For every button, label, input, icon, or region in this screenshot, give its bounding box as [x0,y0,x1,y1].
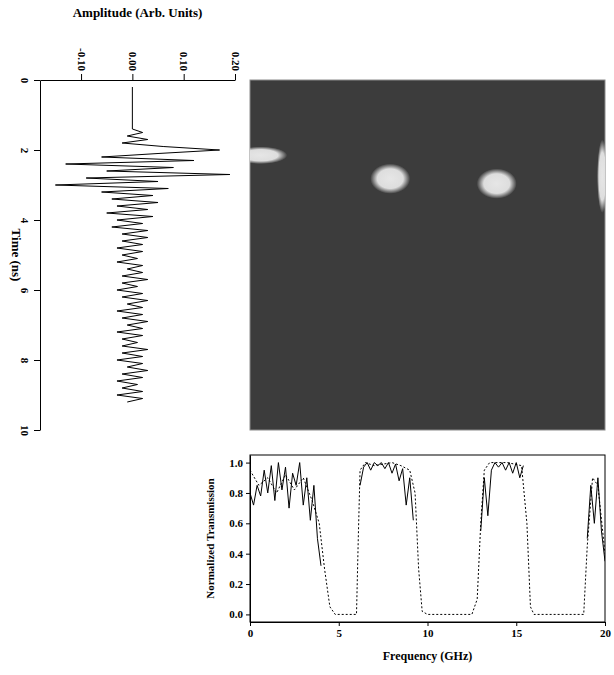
amplitude-axis-line [41,80,236,81]
map-background [250,80,605,430]
time-tick: 4 [19,218,40,224]
transmission-tick-label: 1.0 [229,457,243,469]
transmission-tick: 0.2 [229,578,250,590]
amplitude-axis-title: Amplitude (Arb. Units) [73,5,203,20]
spectrum-panel: 0 5 10 15 20 0.0 0.2 0.4 0.6 0.8 1.0 Frequency (GHz… [204,455,612,663]
transmission-tick-label: 0.6 [229,517,243,529]
time-tick-label: 10 [19,425,31,437]
transmission-tick: 1.0 [229,457,250,469]
frequency-tick: 0 [248,622,254,639]
amplitude-tick: 0.20 [230,52,242,80]
time-tick-mark [34,290,40,291]
transmission-axis-line [250,456,251,623]
amplitude-tick-label: -0.10 [76,48,88,71]
map-spot [597,140,605,214]
time-tick: 0 [19,78,40,84]
time-tick-mark [34,80,40,81]
frequency-tick-label: 0 [248,627,254,639]
time-tick-label: 8 [19,358,31,364]
time-tick-mark [34,360,40,361]
frequency-tick-mark [250,622,251,626]
frequency-tick-label: 15 [511,627,523,639]
map-panel [234,80,608,430]
map-spot [250,147,287,165]
figure: -0.100.000.100.200246810Amplitude (Arb. … [0,0,614,675]
amplitude-tick-mark [184,74,185,80]
transmission-tick: 0.4 [229,548,250,560]
frequency-tick: 10 [423,622,435,639]
spectrum-marks [250,463,605,615]
amplitude-tick-mark [235,74,236,80]
transmission-tick-label: 0.2 [229,578,243,590]
trace-line [55,87,229,402]
time-tick-mark [34,220,40,221]
transmission-tick: 0.0 [229,608,250,620]
transmission-tick-mark [246,463,250,464]
frequency-tick-mark [605,622,606,626]
amplitude-tick-label: 0.20 [230,52,242,72]
transmission-tick-mark [246,523,250,524]
frequency-tick-label: 5 [337,627,343,639]
chart-canvas: -0.100.000.100.200246810Amplitude (Arb. … [0,0,614,675]
frequency-axis-title: Frequency (GHz) [383,649,472,663]
transmission-tick-mark [246,493,250,494]
frequency-tick-label: 20 [600,627,612,639]
time-axis-line [40,81,41,431]
frequency-tick-mark [516,622,517,626]
time-tick-label: 0 [19,78,31,84]
frequency-tick-label: 10 [423,627,435,639]
time-tick: 6 [19,288,40,294]
frequency-tick: 15 [511,622,523,639]
transmission-tick-mark [246,554,250,555]
transmission-tick-label: 0.0 [229,608,243,620]
frequency-tick-mark [339,622,340,626]
frequency-tick: 5 [337,622,343,639]
transmission-tick-mark [246,584,250,585]
time-tick: 10 [19,425,40,437]
trace-panel: -0.10 0.00 0.10 0.20 0 2 4 6 8 10 Amplitude (Arb. … [9,5,242,437]
time-tick: 8 [19,358,40,364]
transmission-axis-title: Normalized Transmission [204,478,216,598]
amplitude-tick-mark [81,74,82,80]
amplitude-tick-label: 0.10 [178,52,190,72]
time-tick-label: 4 [19,218,31,224]
transmission-tick: 0.6 [229,517,250,529]
amplitude-tick: 0.00 [127,52,139,80]
time-axis-title: Time (ns) [9,229,24,282]
frequency-tick: 20 [600,622,612,639]
amplitude-tick: -0.10 [76,48,88,80]
transmission-tick-label: 0.8 [229,487,243,499]
plot-frame [250,455,605,622]
amplitude-tick-label: 0.00 [127,52,139,72]
amplitude-tick: 0.10 [178,52,190,80]
time-tick-mark [34,430,40,431]
transmission-axis: 0.0 0.2 0.4 0.6 0.8 1.0 [229,456,250,623]
time-tick: 2 [19,148,40,154]
time-tick-label: 2 [19,148,31,154]
trace-marks [55,87,229,402]
spectrum-line [250,463,605,615]
time-tick-label: 6 [19,288,31,294]
transmission-tick-label: 0.4 [229,548,243,560]
map-marks [250,140,605,214]
map-spot [477,169,517,199]
frequency-axis: 0 5 10 15 20 [248,622,612,639]
time-tick-mark [34,150,40,151]
transmission-tick: 0.8 [229,487,250,499]
frequency-tick-mark [428,622,429,626]
amplitude-tick-mark [132,74,133,80]
map-spot [370,164,410,194]
amplitude-axis: -0.10 0.00 0.10 0.20 [41,48,242,80]
transmission-tick-mark [246,614,250,615]
